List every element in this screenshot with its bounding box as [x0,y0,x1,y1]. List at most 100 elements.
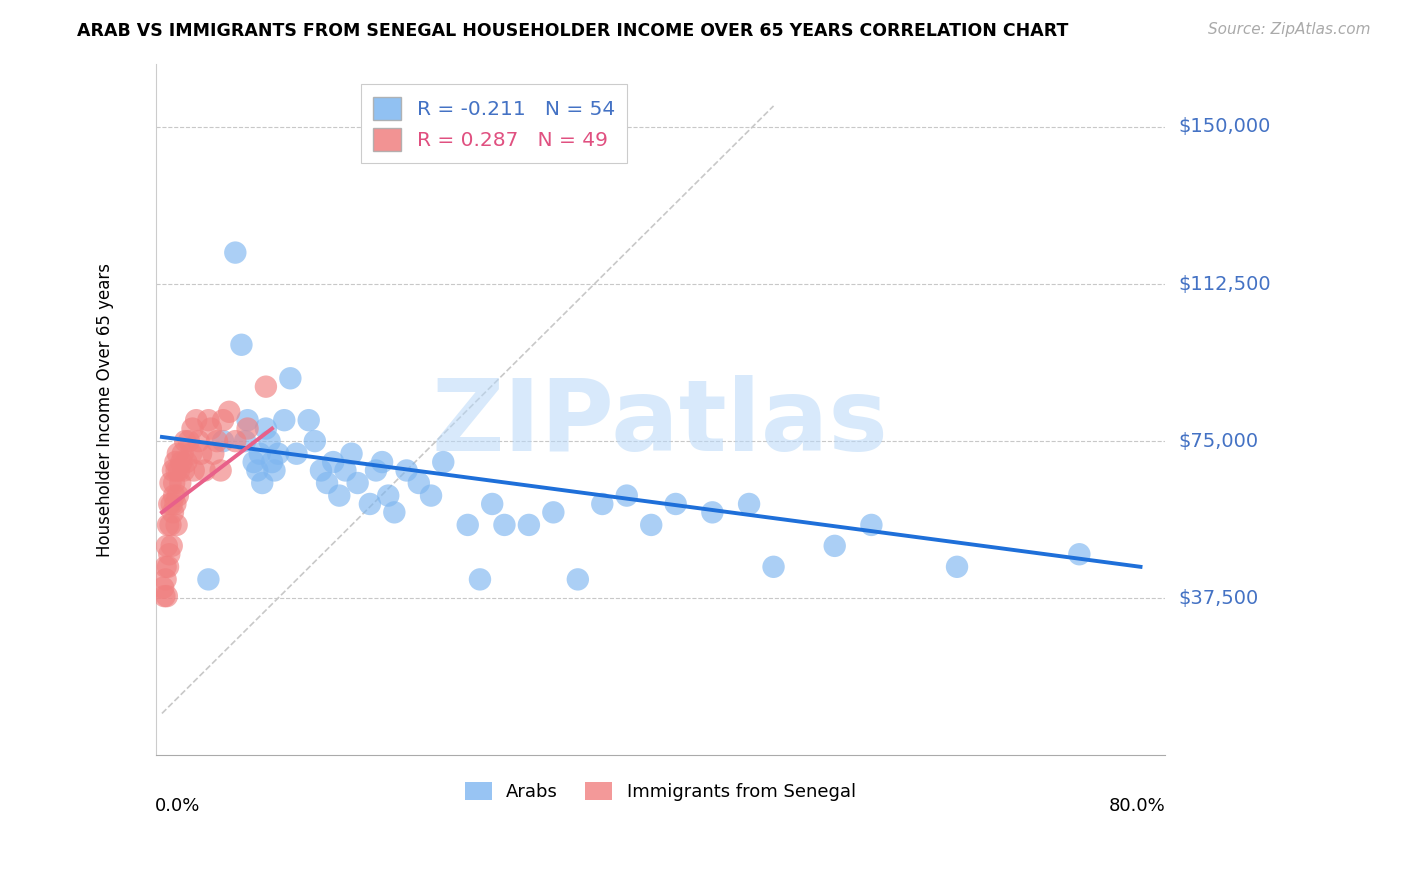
Point [316,476,339,491]
Point [218,405,240,419]
Text: $75,000: $75,000 [1178,432,1258,450]
Point [166,517,188,532]
Point [946,559,969,574]
Point [371,455,394,469]
Point [860,517,883,532]
Point [202,447,225,461]
Point [408,476,430,491]
Point [280,371,302,385]
Point [156,589,179,603]
Point [153,589,176,603]
Point [762,559,785,574]
Point [200,421,222,435]
Point [364,463,387,477]
Point [304,434,326,449]
Point [166,463,188,477]
Point [567,573,589,587]
Point [170,455,193,469]
Point [382,505,405,519]
Point [335,463,357,477]
Point [190,447,212,461]
Point [197,573,219,587]
Point [159,517,181,532]
Point [616,489,638,503]
Point [162,505,184,519]
Point [172,447,194,461]
Point [209,463,232,477]
Point [328,489,350,503]
Point [249,447,271,461]
Point [197,413,219,427]
Point [252,476,274,491]
Text: ZIPatlas: ZIPatlas [432,375,889,472]
Point [157,517,180,532]
Point [169,476,191,491]
Point [457,517,479,532]
Point [259,434,281,449]
Point [494,517,516,532]
Text: 0.0%: 0.0% [155,797,200,814]
Point [183,463,205,477]
Point [186,413,208,427]
Point [246,463,269,477]
Point [180,447,202,461]
Point [236,413,259,427]
Point [157,497,180,511]
Point [165,455,187,469]
Point [224,245,246,260]
Point [155,559,177,574]
Point [340,447,363,461]
Text: 80.0%: 80.0% [1109,797,1166,814]
Point [481,497,503,511]
Point [236,421,259,435]
Point [242,455,264,469]
Point [174,434,197,449]
Point [157,547,180,561]
Point [177,434,200,449]
Point [166,489,188,503]
Point [468,573,491,587]
Point [160,539,183,553]
Point [165,497,187,511]
Legend: Arabs, Immigrants from Senegal: Arabs, Immigrants from Senegal [457,775,863,808]
Point [166,447,188,461]
Point [273,413,295,427]
Point [187,434,209,449]
Text: $112,500: $112,500 [1178,275,1271,293]
Point [160,497,183,511]
Point [233,434,256,449]
Point [181,421,204,435]
Point [359,497,381,511]
Point [194,463,217,477]
Point [156,539,179,553]
Point [162,463,184,477]
Point [212,413,235,427]
Point [309,463,332,477]
Point [298,413,321,427]
Point [157,559,180,574]
Point [152,581,174,595]
Point [176,455,198,469]
Point [263,463,285,477]
Point [231,338,253,352]
Point [640,517,662,532]
Point [432,455,454,469]
Text: Householder Income Over 65 years: Householder Income Over 65 years [97,263,114,557]
Text: $37,500: $37,500 [1178,589,1260,607]
Point [702,505,724,519]
Point [167,463,190,477]
Point [420,489,443,503]
Point [224,434,246,449]
Point [1069,547,1091,561]
Point [824,539,846,553]
Point [517,517,540,532]
Point [254,379,277,393]
Point [395,463,418,477]
Point [155,573,177,587]
Point [159,476,181,491]
Point [543,505,565,519]
Point [322,455,344,469]
Point [267,447,290,461]
Point [173,463,195,477]
Point [285,447,308,461]
